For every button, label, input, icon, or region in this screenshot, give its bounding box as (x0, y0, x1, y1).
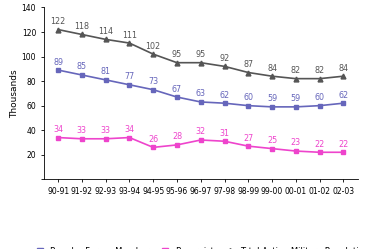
Text: 60: 60 (315, 93, 324, 102)
Regular Forces Members (294, 105, 298, 108)
Total Active Military Population (222, 65, 227, 68)
Text: 23: 23 (291, 138, 301, 147)
Total Active Military Population (103, 38, 108, 41)
Text: 25: 25 (267, 136, 277, 145)
Text: 27: 27 (243, 134, 253, 143)
Text: 77: 77 (124, 72, 135, 81)
Text: 95: 95 (172, 50, 182, 59)
Text: 59: 59 (291, 94, 301, 103)
Regular Forces Members (175, 96, 179, 99)
Text: 26: 26 (148, 135, 158, 144)
Text: 82: 82 (291, 66, 301, 75)
Text: 89: 89 (53, 58, 63, 66)
Reservists (199, 138, 203, 141)
Text: 122: 122 (50, 17, 66, 26)
Total Active Military Population (151, 53, 155, 56)
Total Active Military Population (56, 28, 60, 31)
Text: 34: 34 (124, 125, 134, 134)
Text: 31: 31 (219, 129, 230, 138)
Text: 67: 67 (172, 84, 182, 94)
Legend: Regular Forces Members, Reservists, Total Active Military Population: Regular Forces Members, Reservists, Tota… (29, 244, 365, 249)
Text: 82: 82 (315, 66, 325, 75)
Reservists (80, 137, 84, 140)
Text: 87: 87 (243, 60, 253, 69)
Text: 59: 59 (267, 94, 277, 103)
Total Active Military Population (270, 75, 274, 78)
Text: 81: 81 (101, 67, 111, 76)
Regular Forces Members (103, 78, 108, 81)
Reservists (270, 147, 274, 150)
Reservists (151, 146, 155, 149)
Reservists (222, 140, 227, 143)
Text: 62: 62 (338, 91, 349, 100)
Reservists (318, 151, 322, 154)
Text: 34: 34 (53, 125, 63, 134)
Text: 84: 84 (338, 64, 349, 73)
Text: 62: 62 (219, 91, 230, 100)
Text: 84: 84 (267, 64, 277, 73)
Regular Forces Members (56, 68, 60, 71)
Regular Forces Members (318, 104, 322, 107)
Text: 22: 22 (315, 140, 325, 149)
Text: 33: 33 (77, 126, 87, 135)
Text: 28: 28 (172, 132, 182, 141)
Text: 95: 95 (196, 50, 206, 59)
Text: 22: 22 (338, 140, 349, 149)
Text: 33: 33 (101, 126, 111, 135)
Total Active Military Population (246, 71, 250, 74)
Total Active Military Population (318, 77, 322, 80)
Reservists (294, 150, 298, 153)
Text: 114: 114 (98, 27, 113, 36)
Regular Forces Members (80, 73, 84, 76)
Regular Forces Members (246, 104, 250, 107)
Reservists (127, 136, 132, 139)
Line: Reservists: Reservists (55, 135, 346, 155)
Reservists (246, 145, 250, 148)
Regular Forces Members (270, 105, 274, 108)
Total Active Military Population (199, 61, 203, 64)
Text: 92: 92 (219, 54, 230, 63)
Regular Forces Members (151, 88, 155, 91)
Reservists (103, 137, 108, 140)
Y-axis label: Thousands: Thousands (10, 69, 19, 118)
Text: 102: 102 (146, 42, 161, 51)
Line: Regular Forces Members: Regular Forces Members (55, 68, 346, 109)
Text: 118: 118 (74, 22, 89, 31)
Line: Total Active Military Population: Total Active Military Population (55, 27, 346, 81)
Regular Forces Members (199, 100, 203, 104)
Regular Forces Members (127, 83, 132, 86)
Text: 60: 60 (243, 93, 253, 102)
Reservists (341, 151, 346, 154)
Reservists (175, 143, 179, 146)
Regular Forces Members (222, 102, 227, 105)
Text: 85: 85 (77, 62, 87, 71)
Text: 32: 32 (196, 127, 206, 136)
Total Active Military Population (80, 33, 84, 36)
Total Active Military Population (127, 42, 132, 45)
Total Active Military Population (294, 77, 298, 80)
Reservists (56, 136, 60, 139)
Text: 73: 73 (148, 77, 158, 86)
Total Active Military Population (341, 75, 346, 78)
Text: 63: 63 (196, 89, 206, 98)
Total Active Military Population (175, 61, 179, 64)
Regular Forces Members (341, 102, 346, 105)
Text: 111: 111 (122, 31, 137, 40)
